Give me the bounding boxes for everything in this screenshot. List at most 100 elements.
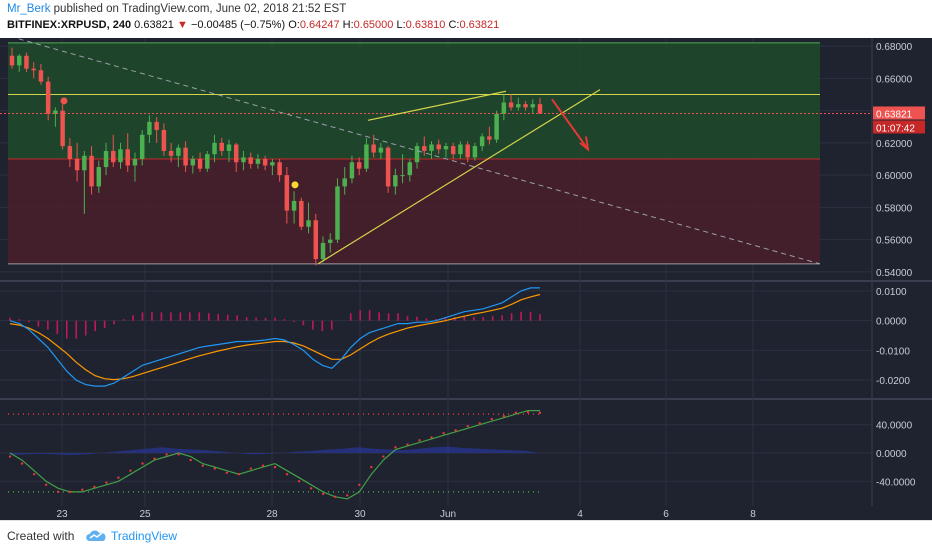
close-value: 0.63821 <box>459 19 500 31</box>
price-candle <box>147 115 152 143</box>
price-candle <box>328 233 333 253</box>
price-candle <box>422 136 427 156</box>
candle-body <box>299 200 304 227</box>
candle-body <box>111 150 116 163</box>
price-candle <box>450 142 456 159</box>
created-with-text: Created with <box>7 529 75 543</box>
price-candle <box>219 138 224 156</box>
chart-header: Mr_Berk published on TradingView.com, Ju… <box>0 0 932 38</box>
oscillator-dot <box>418 439 421 442</box>
price-candle <box>429 141 434 159</box>
candle-body <box>422 146 427 151</box>
macd-pane <box>9 287 541 387</box>
oscillator-dot <box>502 415 506 418</box>
candle-body <box>96 167 102 187</box>
oscillator-dot <box>309 487 313 490</box>
candle-body <box>168 150 174 156</box>
price-candle <box>465 141 470 163</box>
price-candle <box>74 142 80 182</box>
candle-body <box>38 70 44 82</box>
price-candle <box>291 191 297 224</box>
price-candle <box>436 139 441 155</box>
price-candle <box>233 142 239 172</box>
oscillator-dot <box>285 473 289 476</box>
oscillator-dot <box>406 443 409 446</box>
candle-body <box>284 175 290 211</box>
candle-body <box>364 144 369 169</box>
price-candle <box>320 236 326 263</box>
price-tick-label: 0.66000 <box>876 74 913 85</box>
signal-marker <box>291 181 299 189</box>
last-price: 0.63821 <box>134 19 174 31</box>
time-tick-label: 4 <box>577 509 583 520</box>
price-candle <box>67 138 73 168</box>
oscillator-dot <box>514 411 518 414</box>
price-candle <box>537 97 543 114</box>
oscillator-dot <box>273 465 277 469</box>
rising-wedge-top-line <box>367 90 507 121</box>
macd-signal-line <box>9 293 541 381</box>
candle-body <box>320 242 326 260</box>
tradingview-brand[interactable]: TradingView <box>111 529 178 543</box>
candle-body <box>241 157 246 163</box>
candle-body <box>233 144 239 163</box>
price-candle <box>407 159 413 182</box>
chart-area[interactable]: 0.680000.660000.640000.620000.600000.580… <box>0 38 932 520</box>
price-candle <box>82 150 87 214</box>
candle-body <box>125 149 130 166</box>
candle-body <box>262 159 268 166</box>
price-candle <box>516 97 521 111</box>
price-candle <box>508 94 514 111</box>
price-candle <box>31 62 36 79</box>
price-tick-label: 0.56000 <box>876 236 913 247</box>
candle-body <box>465 144 470 158</box>
time-tick-label: Jun <box>440 509 456 520</box>
candle-body <box>60 110 65 147</box>
oscillator-dot <box>141 462 144 465</box>
oscillator-dot <box>237 473 241 476</box>
oscillator-dot <box>213 467 216 470</box>
macd-tick-label: 0.0100 <box>876 287 907 298</box>
candle-body <box>450 146 456 155</box>
oscillator-dot <box>526 410 530 414</box>
price-candle <box>335 178 340 243</box>
tradingview-cloud-icon[interactable] <box>84 527 108 543</box>
price-candle <box>118 142 123 169</box>
author-link[interactable]: Mr_Berk <box>7 3 51 15</box>
candle-body <box>205 154 210 169</box>
price-candle <box>9 47 15 69</box>
candle-body <box>436 144 441 150</box>
low-label: L: <box>396 19 406 31</box>
low-value: 0.63810 <box>405 19 446 31</box>
price-candle <box>530 99 536 114</box>
ascending-support-line <box>317 89 601 265</box>
oscillator-dot <box>153 457 156 460</box>
price-candle <box>89 146 94 195</box>
candle-body <box>537 104 543 114</box>
price-candle <box>313 213 319 266</box>
oscillator-dot <box>32 473 36 476</box>
candle-body <box>67 146 73 159</box>
oscillator-dot <box>382 455 385 458</box>
candle-body <box>9 55 15 66</box>
oscillator-dot <box>454 429 457 432</box>
candle-body <box>487 136 492 140</box>
time-tick-label: 30 <box>354 509 366 520</box>
price-candle <box>60 104 65 150</box>
candle-body <box>479 136 485 147</box>
price-candle <box>494 110 499 143</box>
oscillator-tick-label: -40.0000 <box>876 477 916 488</box>
oscillator-dot <box>334 495 337 499</box>
price-candle <box>262 155 268 171</box>
forecast-arrowhead <box>579 136 590 152</box>
oscillator-dot <box>165 453 168 456</box>
candle-body <box>458 144 463 155</box>
price-candle <box>16 54 22 72</box>
candle-body <box>472 146 478 158</box>
candle-body <box>407 162 413 176</box>
price-candle <box>154 117 159 143</box>
price-candle <box>364 138 369 172</box>
oscillator-pane <box>8 410 542 500</box>
price-candle <box>38 63 44 85</box>
published-text: published on TradingView.com, June 02, 2… <box>50 3 347 15</box>
